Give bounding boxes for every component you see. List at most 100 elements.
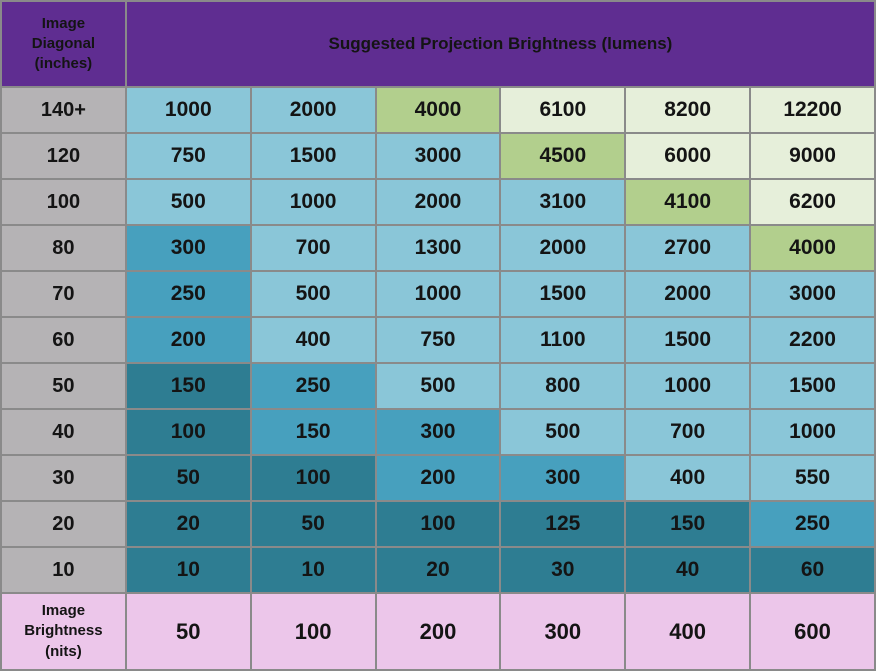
diagonal-cell: 100 [0, 178, 127, 226]
nits-cell: 400 [624, 592, 752, 671]
lumens-cell: 3000 [374, 132, 502, 180]
lumens-cell: 500 [374, 362, 502, 410]
diagonal-cell: 40 [0, 408, 127, 456]
lumens-cell: 750 [374, 316, 502, 364]
lumens-cell: 700 [624, 408, 752, 456]
lumens-cell: 200 [124, 316, 252, 364]
diagonal-cell: 60 [0, 316, 127, 364]
lumens-cell: 8200 [624, 86, 752, 134]
lumens-cell: 150 [249, 408, 377, 456]
footer-label-image-brightness: Image Brightness (nits) [0, 592, 127, 671]
lumens-cell: 1300 [374, 224, 502, 272]
lumens-cell: 300 [124, 224, 252, 272]
table-row: 50 150 250 500 800 1000 1500 [0, 362, 876, 410]
lumens-cell: 60 [749, 546, 876, 594]
lumens-cell: 250 [124, 270, 252, 318]
lumens-cell: 125 [499, 500, 627, 548]
lumens-cell: 1500 [249, 132, 377, 180]
lumens-cell: 100 [124, 408, 252, 456]
lumens-cell: 400 [624, 454, 752, 502]
lumens-cell: 3100 [499, 178, 627, 226]
table-header: Image Diagonal (inches) Suggested Projec… [0, 0, 876, 88]
lumens-cell: 150 [624, 500, 752, 548]
lumens-cell: 1000 [124, 86, 252, 134]
lumens-cell: 1100 [499, 316, 627, 364]
lumens-cell: 20 [374, 546, 502, 594]
table-row: 70 250 500 1000 1500 2000 3000 [0, 270, 876, 318]
lumens-cell: 300 [499, 454, 627, 502]
lumens-cell: 2000 [374, 178, 502, 226]
nits-cell: 50 [124, 592, 252, 671]
nits-row: Image Brightness (nits) 50 100 200 300 400 60… [0, 592, 876, 671]
table-row: 20 20 50 100 125 150 250 [0, 500, 876, 548]
lumens-cell: 1500 [499, 270, 627, 318]
lumens-cell: 12200 [749, 86, 876, 134]
lumens-cell: 2700 [624, 224, 752, 272]
table-row: 80 300 700 1300 2000 2700 4000 [0, 224, 876, 272]
diagonal-cell: 120 [0, 132, 127, 180]
lumens-cell: 800 [499, 362, 627, 410]
table-footer: Image Brightness (nits) 50 100 200 300 400 60… [0, 592, 876, 671]
lumens-cell: 500 [249, 270, 377, 318]
nits-cell: 600 [749, 592, 876, 671]
table-row: 100 500 1000 2000 3100 4100 6200 [0, 178, 876, 226]
lumens-cell: 6000 [624, 132, 752, 180]
lumens-cell: 500 [499, 408, 627, 456]
lumens-cell: 50 [124, 454, 252, 502]
table-row: 10 10 10 20 30 40 60 [0, 546, 876, 594]
lumens-cell: 2200 [749, 316, 876, 364]
diagonal-cell: 20 [0, 500, 127, 548]
diagonal-cell: 80 [0, 224, 127, 272]
lumens-cell: 700 [249, 224, 377, 272]
lumens-cell: 30 [499, 546, 627, 594]
diagonal-cell: 50 [0, 362, 127, 410]
lumens-cell: 4000 [374, 86, 502, 134]
lumens-cell: 20 [124, 500, 252, 548]
lumens-cell: 1500 [749, 362, 876, 410]
table-body: 140+ 1000 2000 4000 6100 8200 12200 120 750 1500 3… [0, 86, 876, 594]
lumens-cell: 6200 [749, 178, 876, 226]
diagonal-cell: 140+ [0, 86, 127, 134]
lumens-cell: 250 [249, 362, 377, 410]
lumens-cell: 6100 [499, 86, 627, 134]
lumens-cell: 4500 [499, 132, 627, 180]
lumens-cell: 100 [249, 454, 377, 502]
lumens-cell: 4000 [749, 224, 876, 272]
lumens-cell: 200 [374, 454, 502, 502]
table-row: 30 50 100 200 300 400 550 [0, 454, 876, 502]
diagonal-cell: 30 [0, 454, 127, 502]
lumens-cell: 550 [749, 454, 876, 502]
diagonal-cell: 70 [0, 270, 127, 318]
lumens-cell: 1500 [624, 316, 752, 364]
lumens-cell: 9000 [749, 132, 876, 180]
table-row: 140+ 1000 2000 4000 6100 8200 12200 [0, 86, 876, 134]
lumens-cell: 4100 [624, 178, 752, 226]
nits-cell: 300 [499, 592, 627, 671]
lumens-cell: 1000 [249, 178, 377, 226]
lumens-cell: 40 [624, 546, 752, 594]
corner-label-image-diagonal: Image Diagonal (inches) [0, 0, 127, 88]
lumens-cell: 10 [249, 546, 377, 594]
nits-cell: 100 [249, 592, 377, 671]
lumens-cell: 250 [749, 500, 876, 548]
table-row: 120 750 1500 3000 4500 6000 9000 [0, 132, 876, 180]
lumens-cell: 300 [374, 408, 502, 456]
lumens-cell: 1000 [624, 362, 752, 410]
table-title: Suggested Projection Brightness (lumens) [124, 0, 876, 88]
lumens-cell: 2000 [249, 86, 377, 134]
diagonal-cell: 10 [0, 546, 127, 594]
header-row: Image Diagonal (inches) Suggested Projec… [0, 0, 876, 88]
lumens-cell: 150 [124, 362, 252, 410]
lumens-cell: 2000 [499, 224, 627, 272]
lumens-cell: 500 [124, 178, 252, 226]
lumens-cell: 50 [249, 500, 377, 548]
lumens-cell: 3000 [749, 270, 876, 318]
lumens-cell: 2000 [624, 270, 752, 318]
table-row: 40 100 150 300 500 700 1000 [0, 408, 876, 456]
lumens-cell: 750 [124, 132, 252, 180]
nits-cell: 200 [374, 592, 502, 671]
lumens-cell: 10 [124, 546, 252, 594]
table-row: 60 200 400 750 1100 1500 2200 [0, 316, 876, 364]
